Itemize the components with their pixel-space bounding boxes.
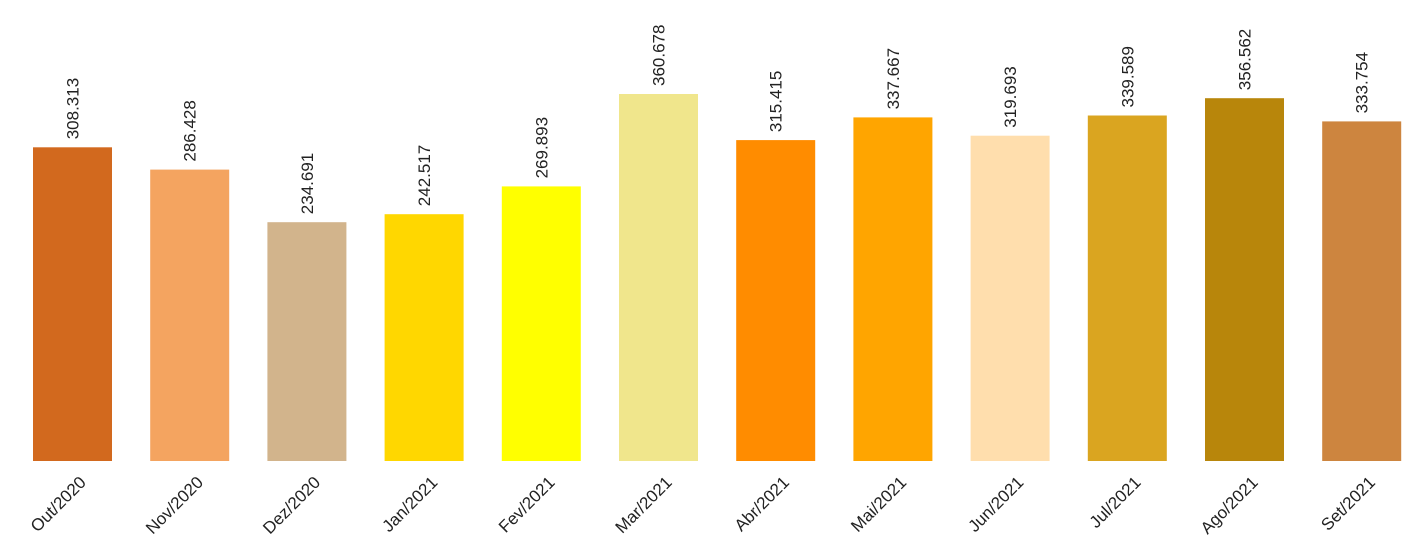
bar-mai-2021 [853,117,933,462]
x-axis-tick-label: Nov/2020 [142,473,207,538]
bar-value-label: 333.754 [1353,52,1372,113]
bar-jan-2021 [384,214,464,461]
bar-value-label: 360.678 [650,25,669,86]
bar-ago-2021 [1205,98,1284,461]
x-axis-tick-label: Set/2021 [1317,473,1379,535]
bar-value-label: 234.691 [298,153,317,214]
bar-value-label: 319.693 [1001,66,1020,127]
bar-abr-2021 [736,140,816,461]
value-labels-layer: 308.313 286.428 234.691 242.517 269.893 360.6… [64,25,1372,215]
bar-value-label: 286.428 [181,100,200,161]
bar-nov-2020 [150,169,230,461]
x-axis-tick-label: Ago/2021 [1197,473,1262,538]
bar-value-label: 308.313 [64,78,83,139]
bar-jul-2021 [1087,115,1167,461]
bar-value-label: 242.517 [415,145,434,206]
bar-fev-2021 [501,186,581,461]
x-axis-tick-label: Abr/2021 [731,473,793,535]
x-axis-tick-label: Jan/2021 [379,473,442,536]
bar-out-2020 [33,147,112,462]
x-axis-tick-label: Jul/2021 [1086,473,1145,532]
bar-value-label: 356.562 [1236,29,1255,90]
bars-layer [33,94,1402,462]
x-axis-tick-label: Mai/2021 [847,473,910,536]
bar-mar-2021 [619,94,698,461]
x-axis-tick-label: Mar/2021 [612,473,676,537]
bar-value-label: 269.893 [532,117,551,178]
x-axis-tick-label: Jun/2021 [965,473,1028,536]
x-axis-tick-label: Out/2020 [27,473,90,536]
x-axis-tick-labels: Out/2020 Nov/2020 Dez/2020 Jan/2021 Fev/2021… [27,473,1379,538]
bar-value-label: 337.667 [884,48,903,109]
x-axis-tick-label: Dez/2020 [259,473,324,538]
x-axis-tick-label: Fev/2021 [495,473,559,537]
bar-set-2021 [1322,121,1402,462]
bar-value-label: 315.415 [767,71,786,132]
bar-jun-2021 [970,135,1050,461]
bar-value-label: 339.589 [1118,46,1137,107]
bar-dez-2020 [267,222,347,461]
